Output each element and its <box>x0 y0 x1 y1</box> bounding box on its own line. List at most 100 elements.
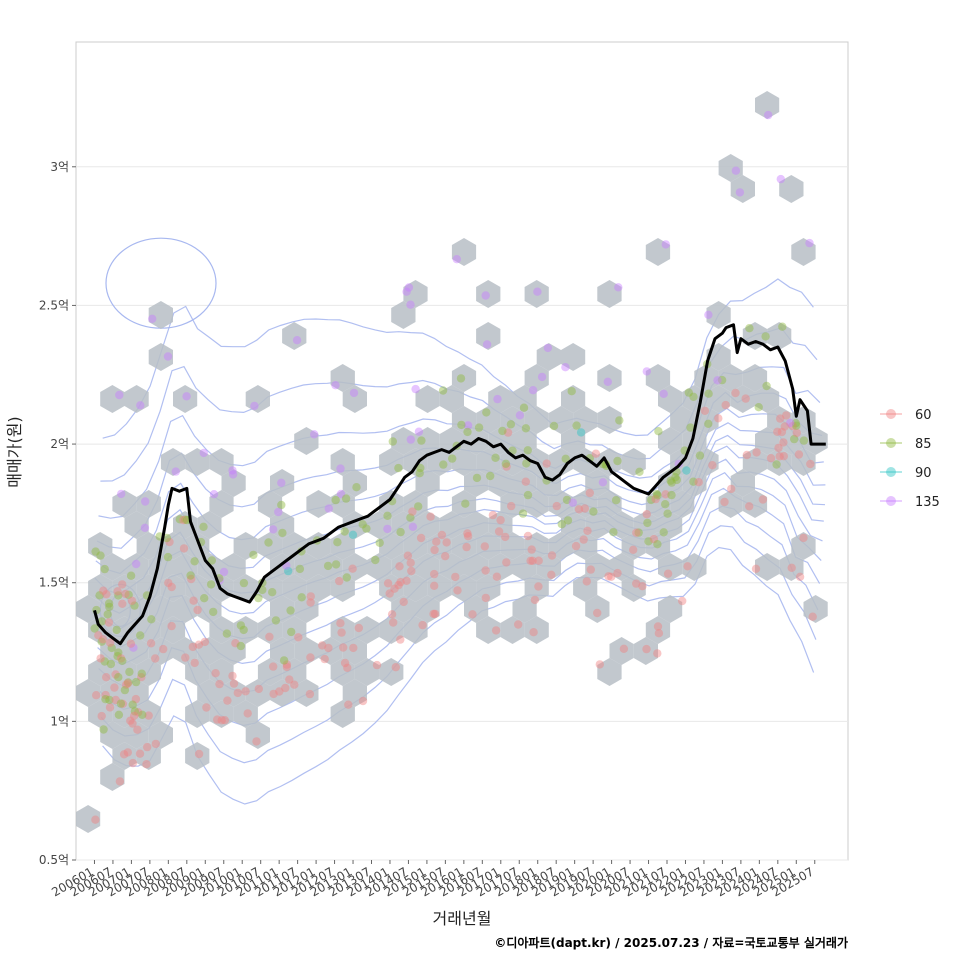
hexbin-cell <box>585 511 610 539</box>
hexbin-cell <box>488 385 513 413</box>
data-point <box>112 625 121 635</box>
data-point <box>310 430 319 439</box>
hexbin-cell <box>209 616 234 644</box>
hexbin-cell <box>124 637 149 665</box>
hexbin-cell <box>221 679 246 707</box>
data-point <box>456 374 466 383</box>
hexbin-cell <box>597 448 622 476</box>
hexbin-cell <box>403 490 428 518</box>
data-point <box>406 435 415 444</box>
hexbin-cell <box>88 574 113 602</box>
data-point <box>135 749 145 758</box>
data-point <box>190 557 199 566</box>
data-point <box>496 515 505 525</box>
data-point <box>252 737 261 746</box>
data-point <box>138 710 147 719</box>
hexbin-cell <box>524 280 549 308</box>
data-point <box>642 644 651 654</box>
data-point <box>213 715 222 724</box>
data-point <box>126 571 136 580</box>
hexbin-cell <box>76 679 101 707</box>
data-point <box>117 489 126 499</box>
hexbin-cell <box>718 154 743 182</box>
hexbin-cell <box>803 595 828 623</box>
hexbin-cell <box>779 175 804 203</box>
hexbin-cell <box>306 574 331 602</box>
data-point <box>297 593 306 602</box>
data-point <box>482 408 491 417</box>
data-point <box>92 691 101 700</box>
data-point <box>344 700 353 709</box>
hexbin-cell <box>633 637 658 665</box>
y-tick-label: 0.5억 <box>39 853 69 867</box>
data-point <box>320 654 329 664</box>
data-point <box>457 420 466 430</box>
hexbin-cell <box>270 679 295 707</box>
data-point <box>613 568 622 578</box>
hexbin-cell <box>112 658 137 686</box>
data-point <box>358 696 368 706</box>
data-point <box>274 507 283 517</box>
hexbin-cell <box>694 364 719 392</box>
hexbin-cell <box>88 616 113 644</box>
data-point <box>659 528 668 537</box>
hexbin-cell <box>148 637 173 665</box>
data-point <box>704 389 713 398</box>
data-point <box>99 586 108 595</box>
data-point <box>98 635 108 644</box>
hexbin-cell <box>148 301 173 329</box>
hexbin-cell <box>221 637 246 665</box>
hexbin-cell <box>245 721 270 749</box>
data-point <box>411 384 420 394</box>
hexbin-cell <box>633 511 658 539</box>
data-point <box>786 418 795 428</box>
y-tick-label: 2.5억 <box>39 298 69 312</box>
hexbin-cell <box>682 553 707 581</box>
hexbin-cell <box>367 553 392 581</box>
hexbin-cell <box>379 490 404 518</box>
hexbin-cell <box>561 385 586 413</box>
data-point <box>114 648 123 657</box>
hexbin-cell <box>597 364 622 392</box>
hexbin-cell <box>427 532 452 560</box>
hexbin-cell <box>597 280 622 308</box>
data-point <box>603 377 612 386</box>
hexbin-cell <box>682 469 707 497</box>
data-point <box>776 414 785 423</box>
data-point <box>323 561 333 571</box>
legend-swatch <box>886 467 896 477</box>
hexbin-cell <box>609 637 634 665</box>
hexbin-cell <box>330 448 355 476</box>
data-point <box>324 643 333 653</box>
hexbin-cell <box>779 553 804 581</box>
data-point <box>764 110 773 120</box>
data-point <box>527 545 536 554</box>
data-point <box>148 314 157 323</box>
hexbin-cell <box>742 448 768 476</box>
data-point <box>97 711 106 721</box>
hexbin-cell <box>112 574 137 602</box>
hexbin-cell <box>573 406 598 434</box>
data-point <box>179 544 189 553</box>
data-point <box>202 703 211 712</box>
hexbin-cell <box>488 553 513 581</box>
data-point <box>530 595 540 605</box>
data-point <box>607 572 616 581</box>
data-point <box>179 515 188 525</box>
data-point <box>742 450 752 460</box>
hexbin-cell <box>257 490 283 518</box>
data-point <box>682 466 691 475</box>
hexbin-cell <box>755 427 780 455</box>
data-point <box>611 496 621 505</box>
data-point <box>579 535 588 544</box>
data-point <box>713 376 722 385</box>
hexbin-cell <box>330 364 355 392</box>
data-point <box>463 529 472 538</box>
hexbin-cell <box>694 406 719 434</box>
data-point <box>90 624 99 633</box>
data-point <box>114 591 123 600</box>
legend-swatch <box>886 496 896 506</box>
hexbin-cell <box>330 658 355 686</box>
hexbin-cell <box>233 574 258 602</box>
data-point <box>199 522 208 531</box>
